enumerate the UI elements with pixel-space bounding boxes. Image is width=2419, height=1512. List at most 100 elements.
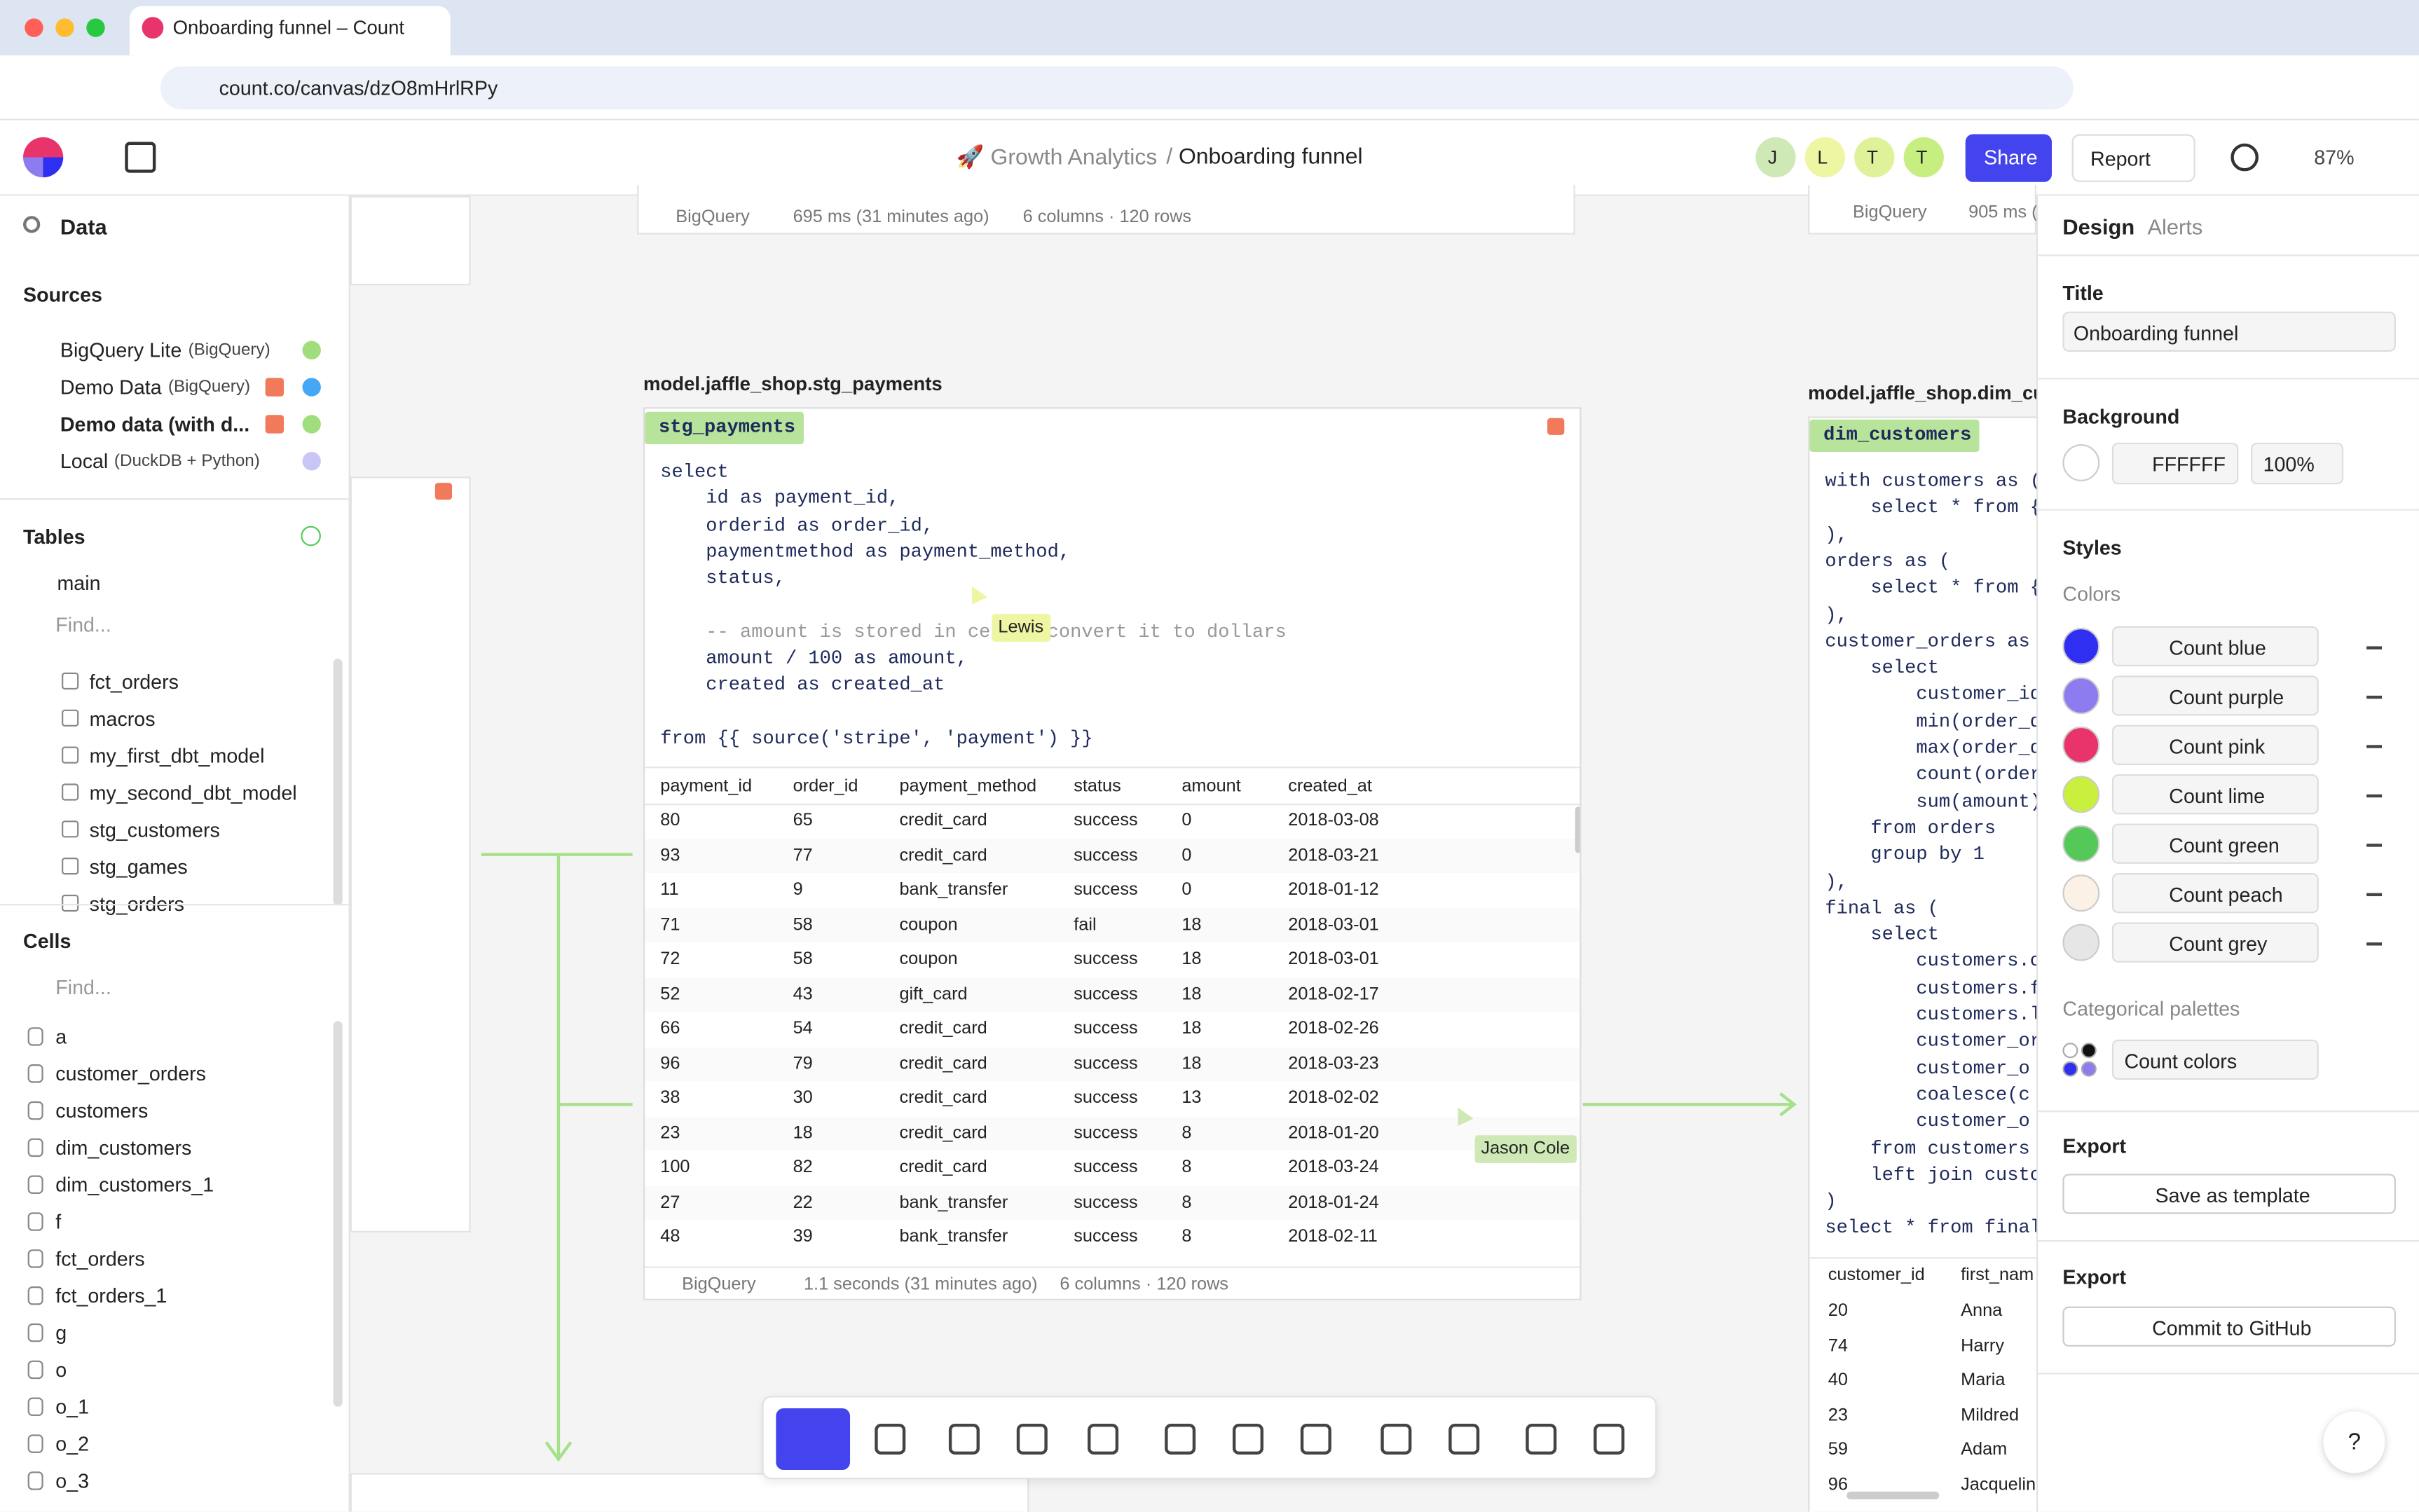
color-swatch[interactable] bbox=[2062, 825, 2100, 862]
remove-color[interactable] bbox=[2366, 794, 2383, 797]
cell-item[interactable]: fct_orders bbox=[55, 1246, 145, 1270]
source-name[interactable]: Demo data (with d... bbox=[60, 412, 250, 436]
code-line: group by 1 bbox=[1825, 844, 1985, 866]
cell-close[interactable] bbox=[1547, 418, 1565, 435]
remove-color[interactable] bbox=[2366, 893, 2383, 895]
cell-item[interactable]: o_3 bbox=[55, 1469, 90, 1492]
button-label: Save as template bbox=[2155, 1183, 2310, 1207]
remove-color[interactable] bbox=[2366, 695, 2383, 699]
save-template-button[interactable]: Save as template bbox=[2062, 1174, 2396, 1214]
color-swatch[interactable] bbox=[2062, 628, 2100, 665]
source-status bbox=[302, 378, 321, 397]
table-cell: credit_card bbox=[899, 1158, 987, 1177]
cell-item[interactable]: g bbox=[55, 1321, 67, 1345]
color-name-input[interactable]: Count lime bbox=[2111, 774, 2319, 815]
tool-button[interactable] bbox=[1088, 1423, 1119, 1455]
tool-button[interactable] bbox=[875, 1423, 906, 1455]
divider bbox=[0, 904, 350, 906]
cell-item[interactable]: o_1 bbox=[55, 1395, 90, 1419]
avatar-initial: J bbox=[1767, 146, 1778, 168]
cell-item[interactable]: dim_customers bbox=[55, 1136, 192, 1160]
title-input[interactable]: Onboarding funnel bbox=[2062, 311, 2396, 352]
table-item[interactable]: my_first_dbt_model bbox=[89, 744, 265, 768]
color-swatch[interactable] bbox=[2062, 874, 2100, 912]
color-swatch[interactable] bbox=[2062, 677, 2100, 715]
tool-button[interactable] bbox=[1232, 1423, 1264, 1455]
table-item[interactable]: macros bbox=[89, 707, 156, 731]
table-cell: 82 bbox=[793, 1158, 813, 1177]
report-button[interactable]: Report bbox=[2071, 134, 2195, 182]
cell-item[interactable]: f bbox=[55, 1210, 62, 1234]
browser-tab[interactable] bbox=[129, 6, 451, 56]
table-item[interactable]: fct_orders bbox=[89, 670, 179, 694]
cell-item[interactable]: dim_customers_1 bbox=[55, 1173, 214, 1197]
cell-item[interactable]: o_2 bbox=[55, 1432, 90, 1456]
table-icon bbox=[62, 820, 79, 838]
color-name-input[interactable]: Count purple bbox=[2111, 675, 2319, 716]
avatar[interactable]: T bbox=[1903, 137, 1944, 178]
cell-icon bbox=[27, 1027, 43, 1046]
table-item[interactable]: stg_customers bbox=[89, 818, 220, 841]
divider bbox=[2038, 509, 2419, 511]
cell-icon bbox=[27, 1249, 43, 1268]
color-name-input[interactable]: Count green bbox=[2111, 823, 2319, 864]
color-name-input[interactable]: Count blue bbox=[2111, 626, 2319, 667]
share-button[interactable]: Share bbox=[1965, 134, 2052, 182]
palette-input[interactable]: Count colors bbox=[2111, 1039, 2319, 1080]
tool-button[interactable] bbox=[1526, 1423, 1557, 1455]
avatar[interactable]: J bbox=[1755, 137, 1796, 178]
source-name[interactable]: BigQuery Lite bbox=[60, 338, 182, 362]
code-line: select bbox=[660, 461, 729, 483]
tool-button[interactable] bbox=[1594, 1423, 1625, 1455]
tool-button[interactable] bbox=[1165, 1423, 1196, 1455]
table-cell: success bbox=[1074, 950, 1138, 969]
color-name-input[interactable]: Count grey bbox=[2111, 922, 2319, 963]
cell-tag-label[interactable]: stg_payments bbox=[659, 416, 796, 439]
color-swatch[interactable] bbox=[2062, 726, 2100, 764]
hex-input[interactable]: FFFFFF bbox=[2111, 442, 2239, 485]
help-button[interactable]: ? bbox=[2323, 1411, 2385, 1473]
panel-tab[interactable]: Alerts bbox=[2147, 214, 2203, 240]
color-swatch[interactable] bbox=[2062, 776, 2100, 813]
cell-item[interactable]: fct_orders_1 bbox=[55, 1284, 167, 1307]
table-cell: 39 bbox=[793, 1228, 813, 1246]
cell-item[interactable]: customer_orders bbox=[55, 1061, 207, 1085]
present-button[interactable] bbox=[2230, 143, 2259, 172]
color-name-input[interactable]: Count pink bbox=[2111, 724, 2319, 765]
cursor-label: Lewis bbox=[992, 614, 1051, 642]
remove-color[interactable] bbox=[2366, 745, 2383, 748]
cell-tag-label[interactable]: dim_customers bbox=[1823, 424, 1972, 446]
remove-color[interactable] bbox=[2366, 646, 2383, 649]
cell-item[interactable]: customers bbox=[55, 1099, 149, 1122]
opacity-input[interactable]: 100% bbox=[2250, 442, 2344, 485]
url-field[interactable] bbox=[160, 66, 2074, 110]
remove-color[interactable] bbox=[2366, 844, 2383, 846]
tool-button[interactable] bbox=[1380, 1423, 1412, 1455]
layout-toggle[interactable] bbox=[125, 142, 156, 173]
color-swatch[interactable] bbox=[2062, 923, 2100, 961]
cell-item[interactable]: a bbox=[55, 1024, 67, 1048]
top-right-cell-footer: BigQuery 905 ms ( bbox=[1808, 185, 2038, 235]
tool-button[interactable] bbox=[1448, 1423, 1480, 1455]
tool-button[interactable] bbox=[1016, 1423, 1048, 1455]
avatar-initial: T bbox=[1916, 146, 1928, 168]
avatar[interactable]: L bbox=[1804, 137, 1845, 178]
panel-tab[interactable]: Design bbox=[2062, 214, 2135, 240]
tool-button[interactable] bbox=[948, 1423, 980, 1455]
select-tool[interactable] bbox=[776, 1408, 851, 1471]
commit-button[interactable]: Commit to GitHub bbox=[2062, 1306, 2396, 1347]
table-item[interactable]: my_second_dbt_model bbox=[89, 781, 297, 805]
source-name[interactable]: Local bbox=[60, 449, 109, 473]
tool-button[interactable] bbox=[1300, 1423, 1331, 1455]
background-swatch[interactable] bbox=[2062, 444, 2100, 481]
cell-item[interactable]: o bbox=[55, 1358, 67, 1382]
source-name[interactable]: Demo Data bbox=[60, 376, 162, 399]
zoom-level[interactable]: 87% bbox=[2314, 146, 2355, 170]
branch[interactable]: main bbox=[57, 571, 101, 595]
color-name-input[interactable]: Count peach bbox=[2111, 873, 2319, 914]
avatar[interactable]: T bbox=[1854, 137, 1895, 178]
table-item[interactable]: stg_games bbox=[89, 855, 188, 879]
table-cell: 20 bbox=[1828, 1302, 1848, 1321]
remove-color[interactable] bbox=[2366, 942, 2383, 945]
source-error bbox=[265, 378, 285, 397]
